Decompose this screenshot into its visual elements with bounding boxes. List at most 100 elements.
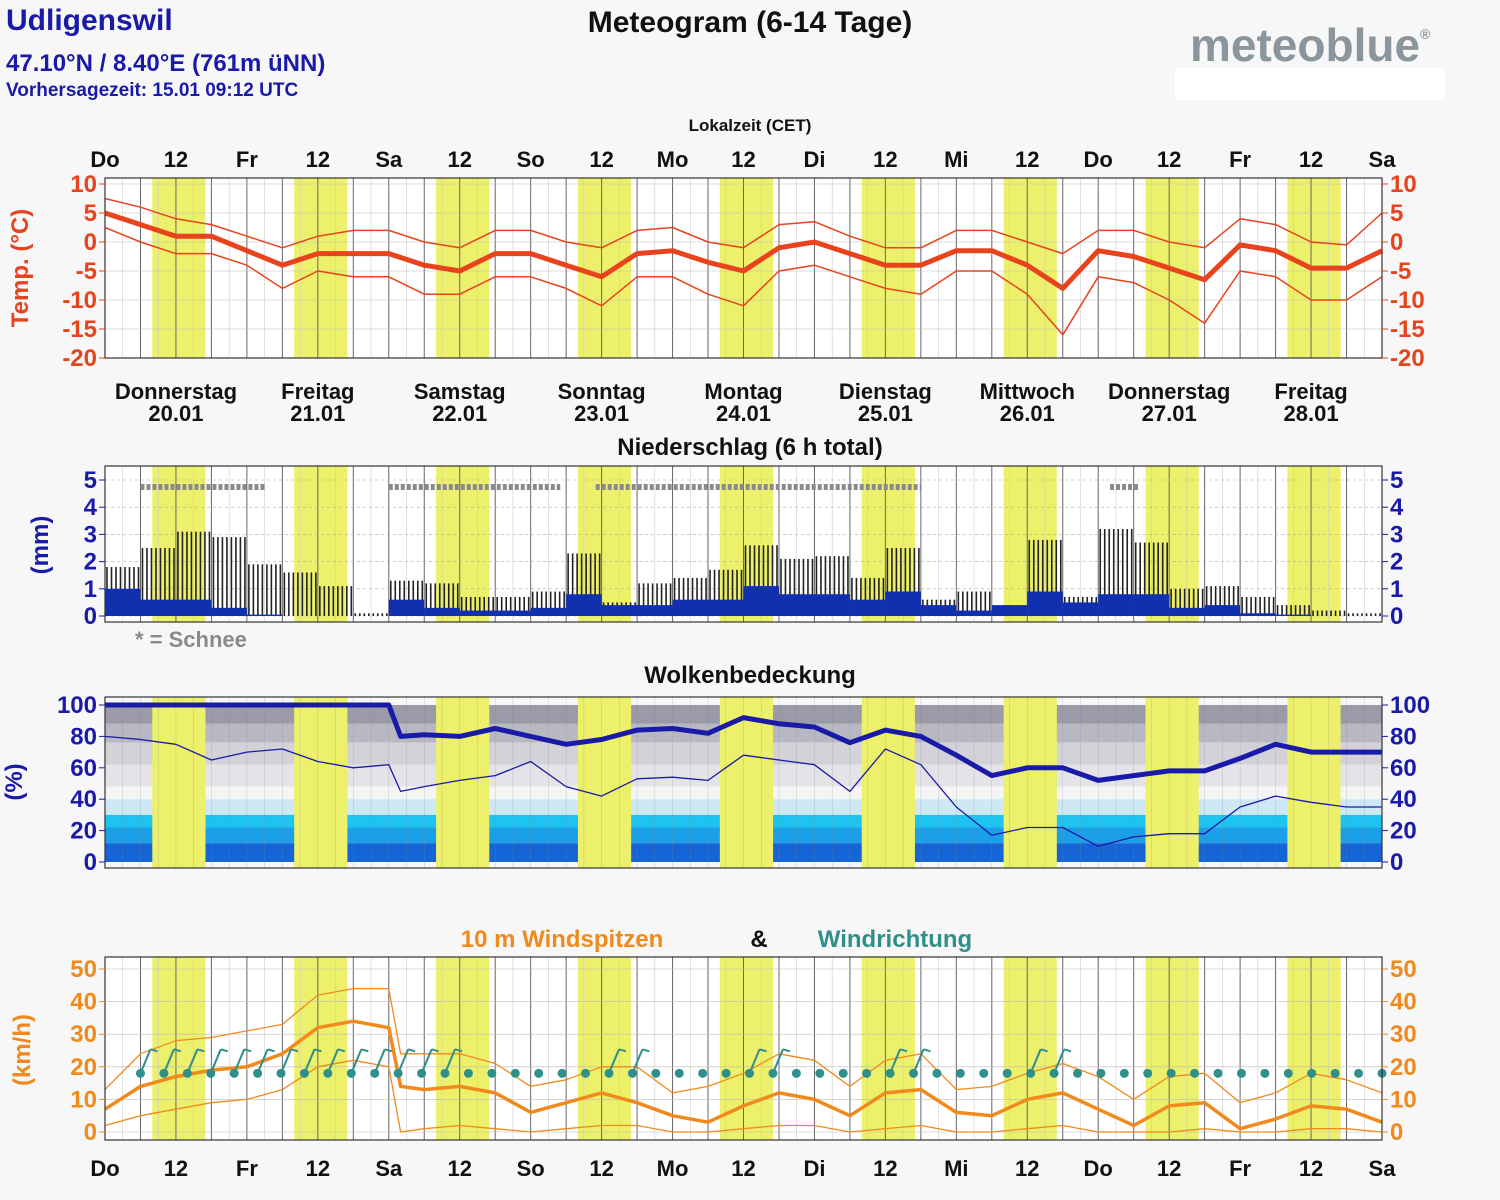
- wind-direction-barb-tick: [1063, 1048, 1072, 1053]
- day-name: Dienstag: [839, 379, 932, 404]
- daylight-band: [719, 957, 774, 1140]
- y-tick-label-left: 20: [70, 818, 97, 845]
- wind-axis-label: (km/h): [9, 1014, 36, 1086]
- time-axis-label: Fr: [236, 1156, 258, 1181]
- wind-direction-dot: [604, 1068, 614, 1078]
- y-tick-label-right: 2: [1390, 549, 1403, 576]
- wind-direction-barb-tick: [384, 1048, 392, 1053]
- precipitation-mean-bar: [956, 610, 992, 616]
- day-name: Freitag: [1274, 379, 1347, 404]
- daylight-band: [1287, 697, 1341, 868]
- cloud-cover-mean-line: [105, 702, 1382, 783]
- wind-direction-dot: [229, 1068, 239, 1078]
- time-axis-label: So: [517, 1156, 545, 1181]
- cloud-cover-panel: [99, 696, 1388, 869]
- precipitation-mean-bar: [424, 607, 460, 616]
- daylight-band: [861, 697, 915, 868]
- time-axis-label: Sa: [1369, 1156, 1397, 1181]
- wind-direction-barb-tick: [759, 1048, 767, 1053]
- daylight-band: [1287, 466, 1341, 622]
- daylight-band: [436, 957, 490, 1140]
- wind-direction-barb-tick: [314, 1048, 322, 1053]
- y-tick-label-left: 40: [70, 989, 97, 1016]
- wind-direction-dot: [979, 1068, 989, 1078]
- time-axis-label: Fr: [236, 147, 258, 172]
- wind-direction-barb-tick: [337, 1048, 346, 1053]
- time-axis-label: Do: [90, 1156, 119, 1181]
- y-tick-label-left: 60: [70, 755, 97, 782]
- wind-direction-dot: [463, 1068, 473, 1078]
- panel-frame: [104, 177, 1383, 359]
- y-tick-label-right: 40: [1390, 989, 1417, 1016]
- precipitation-mean-bar: [601, 605, 638, 616]
- wind-direction-dot: [651, 1068, 661, 1078]
- time-axis-label: 12: [1015, 1156, 1039, 1181]
- wind-gust-title: 10 m Windspitzen: [461, 926, 663, 953]
- meteoblue-logo[interactable]: meteoblue®: [1190, 18, 1430, 72]
- wind-panel: [99, 956, 1388, 1141]
- y-tick-label-left: 0: [84, 229, 97, 256]
- wind-direction-dot: [791, 1068, 801, 1078]
- day-date: 28.01: [1284, 401, 1339, 426]
- wind-direction-dot: [721, 1068, 731, 1078]
- wind-direction-dot: [1190, 1068, 1200, 1078]
- wind-direction-dot: [135, 1068, 145, 1078]
- y-tick-label-left: 0: [84, 603, 97, 630]
- precipitation-mean-bar: [743, 586, 779, 616]
- precipitation-mean-bar: [1275, 614, 1312, 616]
- wind-direction-dot: [1026, 1068, 1036, 1078]
- daylight-band: [294, 178, 348, 358]
- wind-direction-barb-tick: [197, 1048, 205, 1053]
- wind-direction-dot: [815, 1068, 825, 1078]
- wind-gust-lower-line: [104, 1059, 1383, 1133]
- y-tick-label-left: 80: [70, 723, 97, 750]
- temperature-mean-line: [104, 210, 1384, 291]
- precipitation-mean-bar: [814, 594, 850, 616]
- y-tick-label-left: 10: [70, 1086, 97, 1113]
- precipitation-mean-bar: [637, 605, 673, 616]
- y-tick-label-left: 4: [84, 494, 98, 521]
- wind-direction-barb-tick: [1040, 1048, 1048, 1053]
- wind-direction-barb-tick: [454, 1048, 463, 1053]
- day-name: Montag: [704, 379, 782, 404]
- wind-direction-dot: [1096, 1068, 1106, 1078]
- y-tick-label-right: 0: [1390, 603, 1403, 630]
- y-tick-label-right: 1: [1390, 576, 1403, 603]
- wind-direction-barb-tick: [923, 1048, 931, 1053]
- y-tick-label-right: 10: [1390, 171, 1417, 198]
- y-tick-label-right: 100: [1390, 692, 1430, 719]
- precipitation-mean-bar: [1098, 594, 1134, 616]
- daylight-band: [1003, 697, 1057, 868]
- precipitation-mean-bar: [708, 599, 744, 616]
- panel-frame: [104, 465, 1383, 623]
- daylight-band: [152, 697, 206, 868]
- time-axis-label: Di: [803, 147, 825, 172]
- y-tick-label-right: 0: [1390, 849, 1403, 876]
- daylight-band: [577, 697, 632, 868]
- wind-direction-dot: [862, 1068, 872, 1078]
- time-axis-label: 12: [731, 147, 755, 172]
- wind-direction-dot: [393, 1068, 403, 1078]
- daylight-band: [577, 957, 632, 1140]
- y-tick-label-right: -15: [1390, 316, 1425, 343]
- y-tick-label-left: 2: [84, 549, 97, 576]
- day-name: Freitag: [281, 379, 354, 404]
- wind-direction-dot: [1213, 1068, 1223, 1078]
- y-tick-label-left: 5: [84, 200, 97, 227]
- wind-direction-dot: [1002, 1068, 1012, 1078]
- y-tick-label-right: 60: [1390, 755, 1417, 782]
- wind-direction-dot: [955, 1068, 965, 1078]
- y-tick-label-right: -5: [1390, 258, 1411, 285]
- cloud-cover-lower-line: [104, 735, 1382, 847]
- y-tick-label-right: 30: [1390, 1021, 1417, 1048]
- y-tick-label-right: 0: [1390, 229, 1403, 256]
- daylight-band: [577, 178, 632, 358]
- wind-direction-dot: [557, 1068, 567, 1078]
- y-tick-label-left: 20: [70, 1054, 97, 1081]
- snow-legend: * = Schnee: [135, 627, 247, 652]
- wind-direction-barb-tick: [782, 1048, 791, 1053]
- wind-direction-barb-tick: [407, 1048, 416, 1053]
- page-title: Meteogram (6-14 Tage): [587, 6, 913, 39]
